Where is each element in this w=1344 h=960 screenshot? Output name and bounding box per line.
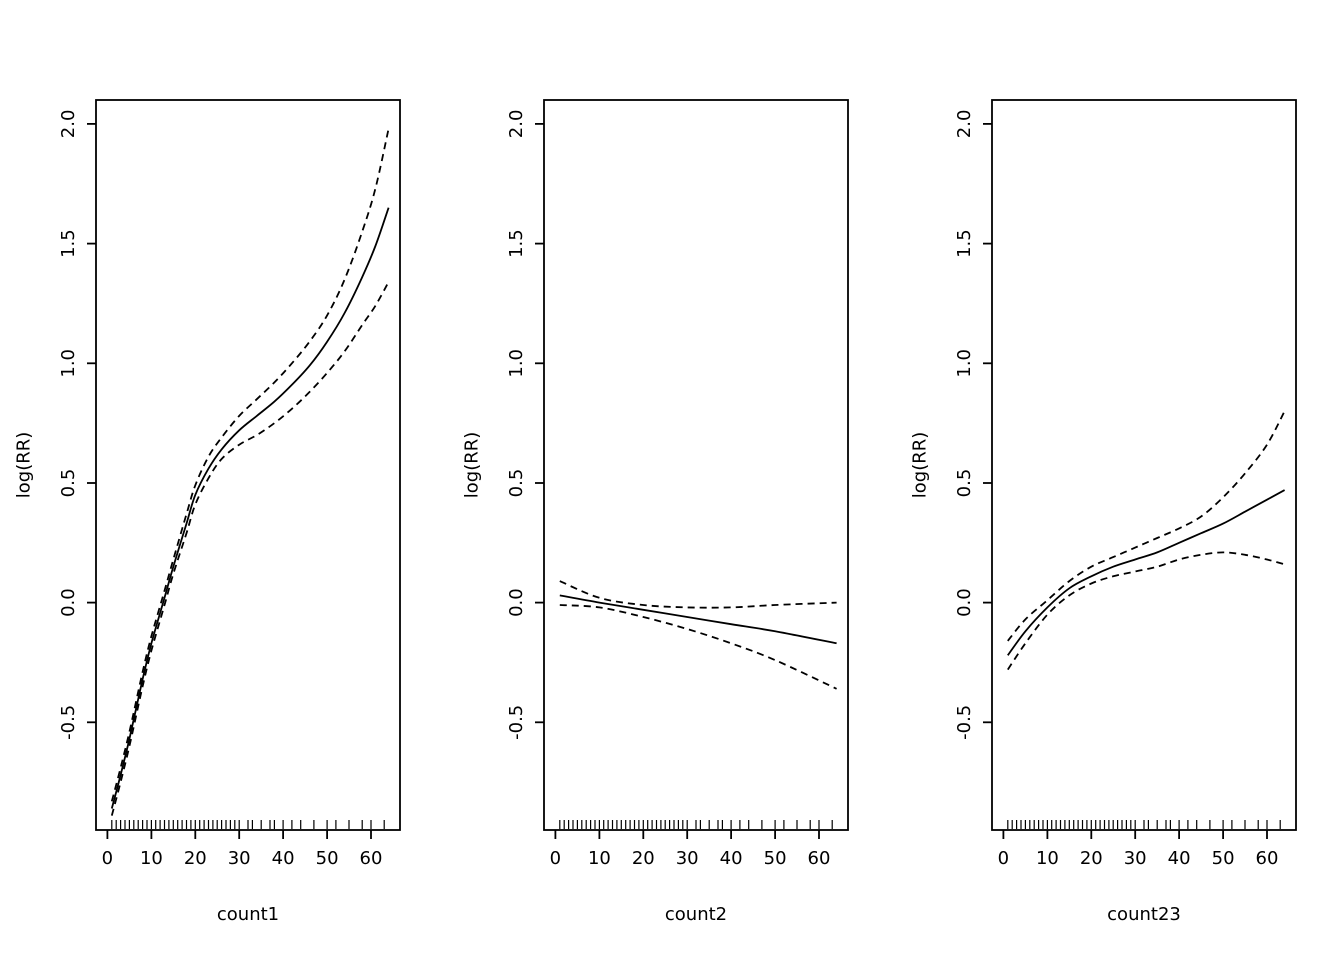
- chart-canvas-count23: 0 10 20 30 40 50 60 -0.5 0.0 0.5 1.0 1.5 2.0: [954, 99, 1297, 869]
- y-tick-label: 1.0: [954, 349, 975, 378]
- y-tick-label: 0.0: [954, 588, 975, 617]
- y-axis-label: log(RR): [461, 431, 483, 499]
- estimate-line: [110, 207, 390, 809]
- plot-box: [991, 99, 1297, 831]
- y-tick-label: 1.5: [954, 229, 975, 258]
- y-tick-label: 2.0: [954, 110, 975, 139]
- y-tick-label: 2.0: [506, 110, 527, 139]
- chart-canvas-count1: 0 10 20 30 40 50 60 -0.5 0.0 0.5 1.0 1.5 2.0: [58, 99, 401, 869]
- x-tick-label: 20: [1080, 848, 1103, 869]
- upper-ci-line: [1007, 410, 1286, 642]
- x-tick-label: 10: [588, 848, 611, 869]
- x-tick-label: 30: [1124, 848, 1147, 869]
- x-tick-label: 40: [720, 848, 743, 869]
- y-tick-label: -0.5: [506, 705, 527, 740]
- upper-ci-line: [110, 128, 390, 802]
- x-tick-label: 60: [360, 848, 383, 869]
- x-tick-label: 0: [102, 848, 113, 869]
- y-tick-label: 1.0: [506, 349, 527, 378]
- chart-panel-count1: 0 10 20 30 40 50 60 -0.5 0.0 0.5 1.0 1.5 2.0 log(RR)…: [0, 0, 448, 960]
- x-axis-label: count1: [216, 904, 280, 925]
- y-tick-label: 2.0: [58, 110, 79, 139]
- x-tick-label: 40: [272, 848, 295, 869]
- lower-ci-line: [110, 281, 390, 816]
- y-axis-label: log(RR): [909, 431, 931, 499]
- estimate-line: [559, 594, 837, 645]
- upper-ci-line: [559, 580, 837, 609]
- x-tick-label: 0: [998, 848, 1009, 869]
- chart-panel-count2: 0 10 20 30 40 50 60 -0.5 0.0 0.5 1.0 1.5 2.0 log(RR)…: [448, 0, 896, 960]
- x-tick-label: 40: [1168, 848, 1191, 869]
- lower-ci-line: [1007, 551, 1285, 671]
- y-tick-label: 0.5: [58, 469, 79, 498]
- plot-box: [543, 99, 849, 831]
- x-tick-label: 30: [676, 848, 699, 869]
- plot-box: [95, 99, 401, 831]
- x-tick-label: 60: [1256, 848, 1279, 869]
- x-axis-label: count2: [664, 904, 728, 925]
- x-axis-label: count23: [1107, 904, 1181, 925]
- y-tick-label: 1.5: [58, 229, 79, 258]
- x-tick-label: 10: [1036, 848, 1059, 869]
- y-tick-label: 0.5: [954, 469, 975, 498]
- x-tick-label: 30: [228, 848, 251, 869]
- x-tick-label: 20: [632, 848, 655, 869]
- y-tick-label: 0.0: [506, 588, 527, 617]
- x-tick-label: 10: [140, 848, 163, 869]
- lower-ci-line: [559, 604, 837, 690]
- chart-panel-count23: 0 10 20 30 40 50 60 -0.5 0.0 0.5 1.0 1.5 2.0 log(RR)…: [896, 0, 1344, 960]
- y-tick-label: 1.5: [506, 229, 527, 258]
- x-tick-label: 0: [550, 848, 561, 869]
- y-tick-label: 0.5: [506, 469, 527, 498]
- y-tick-label: 1.0: [58, 349, 79, 378]
- x-tick-label: 20: [184, 848, 207, 869]
- chart-canvas-count2: 0 10 20 30 40 50 60 -0.5 0.0 0.5 1.0 1.5 2.0: [506, 99, 849, 869]
- x-tick-label: 50: [316, 848, 339, 869]
- estimate-line: [1007, 489, 1286, 656]
- x-tick-label: 50: [764, 848, 787, 869]
- x-tick-label: 60: [808, 848, 831, 869]
- y-axis-label: log(RR): [13, 431, 35, 499]
- y-tick-label: 0.0: [58, 588, 79, 617]
- y-tick-label: -0.5: [58, 705, 79, 740]
- x-tick-label: 50: [1212, 848, 1235, 869]
- y-tick-label: -0.5: [954, 705, 975, 740]
